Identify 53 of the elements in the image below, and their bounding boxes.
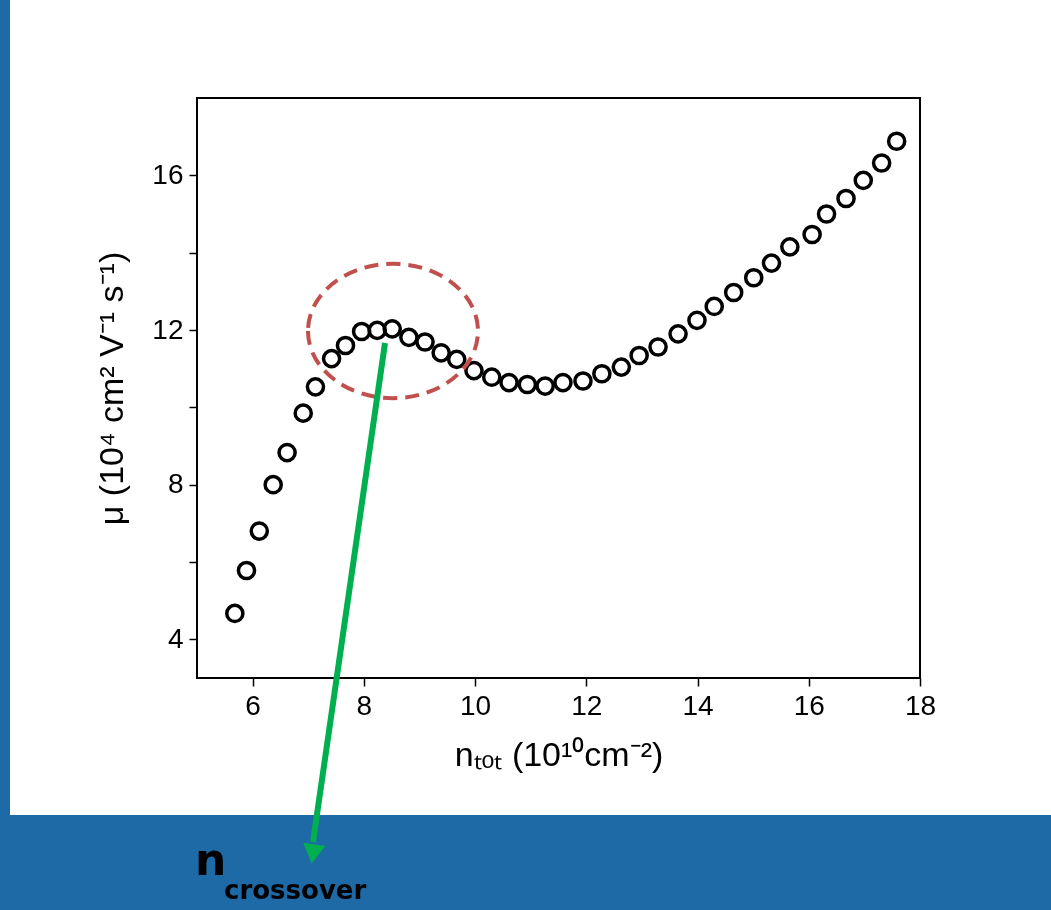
point	[886, 131, 907, 152]
point	[236, 560, 257, 581]
point	[816, 204, 837, 224]
point	[321, 348, 342, 369]
point	[335, 335, 356, 356]
point	[305, 377, 326, 397]
point	[668, 324, 688, 344]
point	[704, 296, 725, 317]
x-tick-label: 14	[682, 689, 714, 721]
point	[648, 337, 668, 357]
point	[263, 474, 284, 495]
y-axis-title: μ (10⁴ cm² V⁻¹ s⁻¹)	[92, 251, 131, 526]
point	[629, 345, 649, 366]
x-tick-label: 18	[904, 689, 937, 721]
point	[535, 376, 555, 396]
point	[802, 224, 822, 245]
point	[723, 282, 744, 303]
x-tick-label: 6	[245, 689, 261, 721]
point	[553, 372, 573, 393]
y-tick-label: 4	[167, 622, 184, 654]
point	[743, 268, 764, 288]
y-tick-label: 8	[167, 468, 184, 500]
x-tick-label: 8	[356, 689, 373, 721]
point	[399, 327, 419, 348]
y-tick-label: 12	[152, 313, 184, 345]
point	[464, 360, 484, 381]
point	[249, 521, 270, 541]
point	[225, 603, 245, 624]
point	[277, 442, 297, 463]
point	[573, 371, 593, 391]
x-tick-label: 10	[460, 689, 492, 721]
point	[592, 363, 612, 384]
point	[611, 357, 632, 377]
point	[780, 237, 800, 257]
point	[499, 372, 519, 393]
y-tick-label: 16	[152, 158, 184, 190]
x-tick-label: 16	[793, 689, 825, 721]
point	[687, 310, 707, 331]
x-axis-title: nₜₒₜ (10¹⁰cm⁻²)	[454, 734, 664, 773]
point	[367, 320, 388, 341]
point	[382, 319, 403, 339]
x-tick-label: 12	[571, 689, 603, 721]
point	[415, 332, 435, 352]
point	[481, 367, 502, 387]
point	[446, 349, 467, 370]
point	[293, 403, 314, 423]
point	[351, 321, 372, 342]
point	[517, 374, 538, 395]
point	[431, 343, 451, 363]
point	[761, 253, 782, 273]
point	[853, 170, 874, 191]
point	[871, 153, 892, 173]
point	[836, 188, 856, 209]
